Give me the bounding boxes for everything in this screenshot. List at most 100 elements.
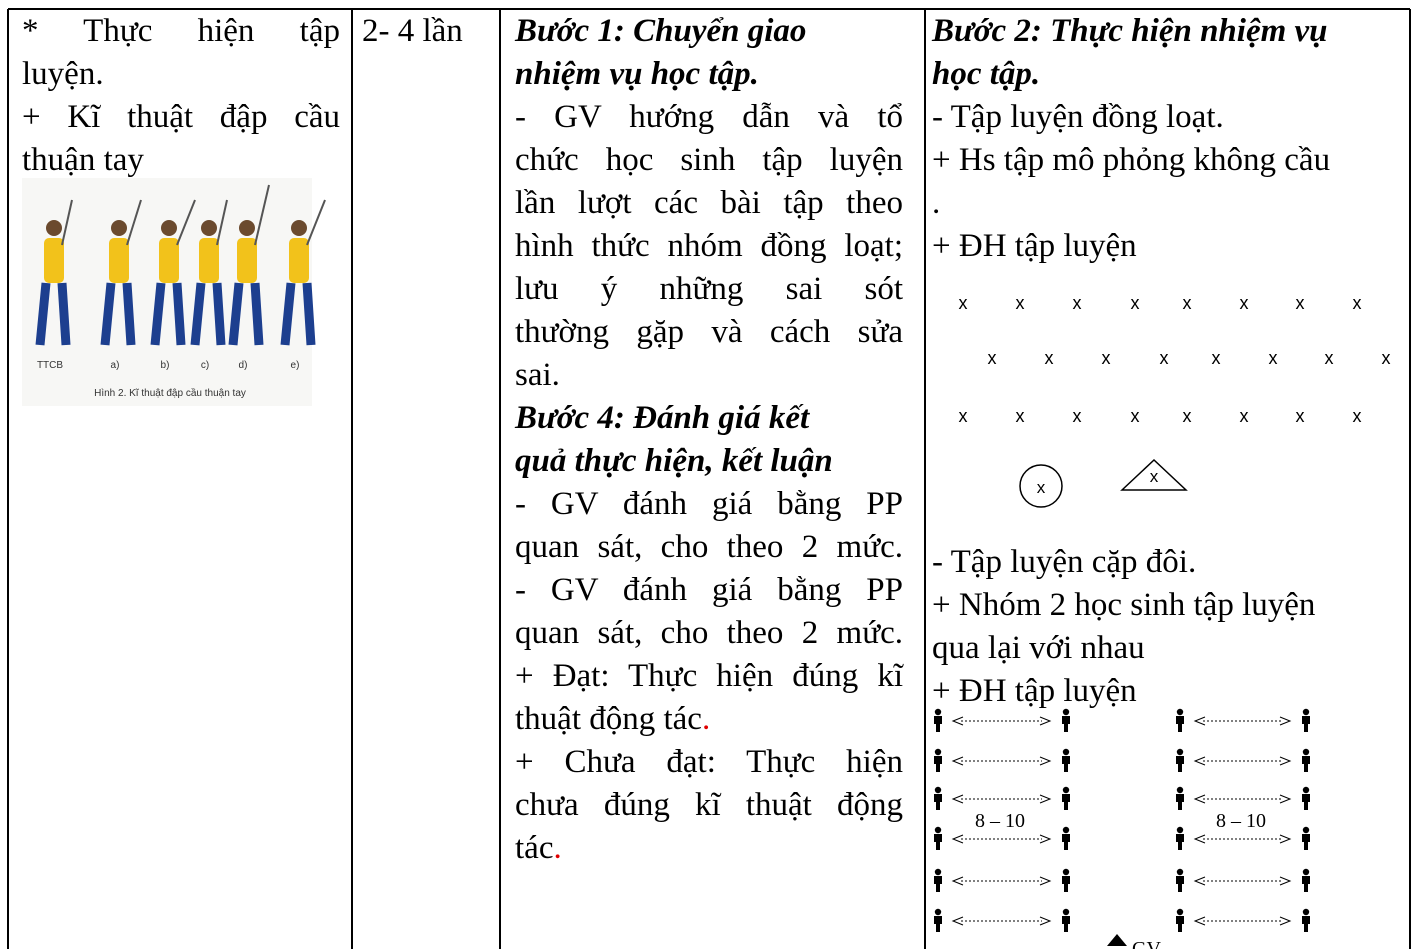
formation-mark: x (959, 293, 968, 313)
formation-mark: x (1269, 348, 1278, 368)
text-line: - GV đánh giá bằng PP (515, 486, 903, 522)
text-line: thuật động tác. (515, 698, 903, 741)
text-line: + Chưa đạt: Thực hiện (515, 744, 903, 780)
person-body (1062, 756, 1070, 772)
arrow-head (1193, 876, 1206, 886)
arrow-head (1039, 916, 1052, 926)
arrow-head (1039, 756, 1052, 766)
person-body (1176, 756, 1184, 772)
person-head (1062, 786, 1070, 794)
person-body (1302, 876, 1310, 892)
person-head (1176, 826, 1184, 834)
formation-mark: x (1353, 293, 1362, 313)
text-line: Bước 2: Thực hiện nhiệm vụ (932, 13, 1328, 49)
distance-label: 8 – 10 (975, 810, 1025, 832)
person-head (1302, 748, 1310, 756)
arrow-head (951, 876, 964, 886)
figure-racket (254, 184, 270, 246)
arrow-head (1039, 834, 1052, 844)
figure-legs (150, 282, 186, 346)
person-head (934, 748, 942, 756)
text-line: - GV đánh giá bằng PP (515, 572, 903, 608)
arrow-head (1193, 794, 1206, 804)
person-body (934, 756, 942, 772)
person-head (934, 908, 942, 916)
arrow-head (1039, 716, 1052, 726)
person-head (1302, 786, 1310, 794)
figure-label: b) (161, 360, 170, 371)
arrow-head (1193, 916, 1206, 926)
formation-mark: x (1296, 293, 1305, 313)
formation-mark: x (1073, 293, 1082, 313)
person-body (1302, 756, 1310, 772)
formation-mark: x (1183, 406, 1192, 426)
text-line: + ĐH tập luyện (932, 228, 1137, 264)
person-head (1062, 748, 1070, 756)
person-head (1302, 868, 1310, 876)
figure-head (239, 220, 255, 236)
arrow-head (1039, 876, 1052, 886)
text-span: thuật động tác (515, 701, 702, 737)
formation-mark: x (1016, 406, 1025, 426)
text-line: + Kĩ thuật đập cầu (22, 99, 340, 135)
text-line: * Thực hiện tập (22, 13, 340, 49)
arrow-head (1279, 756, 1292, 766)
text-line: lưu ý những sai sót (515, 271, 903, 307)
text-line: quả thực hiện, kết luận (515, 443, 833, 479)
person-body (1062, 876, 1070, 892)
person-body (1176, 716, 1184, 732)
person-body (1302, 834, 1310, 850)
figure-head (46, 220, 62, 236)
arrow-head (1279, 916, 1292, 926)
arrow-head (1193, 834, 1206, 844)
figure-frame (22, 178, 312, 406)
figure-label: d) (239, 360, 248, 371)
figure-racket (176, 199, 196, 246)
person-head (934, 708, 942, 716)
arrow-head (1193, 716, 1206, 726)
text-line: học tập. (932, 56, 1041, 92)
teacher-label: GV (1132, 938, 1161, 949)
formation-mark: x (1160, 348, 1169, 368)
figure-label: e) (291, 360, 300, 371)
person-body (1176, 876, 1184, 892)
person-body (934, 876, 942, 892)
person-body (934, 916, 942, 932)
person-head (1176, 786, 1184, 794)
person-head (1302, 826, 1310, 834)
person-head (1062, 908, 1070, 916)
formation-mark: x (1073, 406, 1082, 426)
figure-racket (306, 199, 326, 246)
text-span: tác (515, 830, 554, 866)
coach-triangle (1120, 458, 1188, 491)
text-line: - Tập luyện cặp đôi. (932, 544, 1197, 580)
figure-body (159, 238, 179, 283)
figure-body (44, 238, 64, 283)
arrow-head (1193, 756, 1206, 766)
formation-mark: x (1382, 348, 1391, 368)
text-line: 2- 4 lần (362, 13, 463, 49)
figure-label: TTCB (37, 360, 63, 371)
person-body (934, 794, 942, 810)
person-head (934, 826, 942, 834)
figure-legs (190, 282, 226, 346)
arrow-head (1279, 716, 1292, 726)
text-line: nhiệm vụ học tập. (515, 56, 759, 92)
distance-label: 8 – 10 (1216, 810, 1266, 832)
arrow-head (951, 834, 964, 844)
figure-racket (216, 199, 228, 246)
person-body (1062, 916, 1070, 932)
arrow-head (1039, 794, 1052, 804)
text-line: Bước 4: Đánh giá kết (515, 400, 810, 436)
person-body (1062, 794, 1070, 810)
person-head (1062, 868, 1070, 876)
text-line: thuận tay (22, 142, 144, 178)
formation-mark: x (1102, 348, 1111, 368)
figure-racket (61, 199, 73, 246)
figure-head (111, 220, 127, 236)
figure-legs (35, 282, 71, 346)
formation-mark: x (1037, 478, 1046, 497)
accent-mark: . (553, 830, 562, 866)
